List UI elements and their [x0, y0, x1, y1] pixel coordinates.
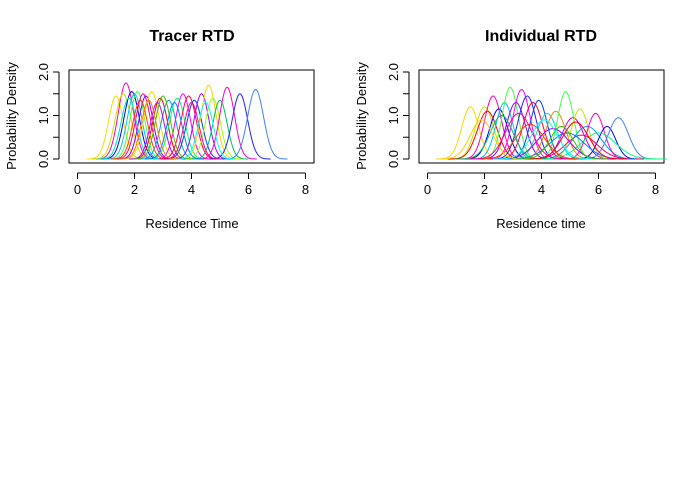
y-tick-label: 2.0 [386, 63, 401, 81]
density-curve [161, 101, 222, 160]
density-curve [178, 84, 239, 160]
density-curve [98, 97, 160, 160]
density-curve [197, 86, 257, 160]
density-curve [487, 88, 556, 160]
density-curve [515, 125, 608, 160]
x-tick-label: 2 [131, 182, 138, 197]
y-axis-label: Probability Density [4, 62, 19, 170]
density-curve [117, 95, 175, 160]
density-curve [171, 93, 232, 160]
density-curve [130, 97, 190, 160]
plot-frame [418, 69, 665, 164]
x-tick-label: 4 [188, 182, 195, 197]
density-curve [515, 110, 596, 160]
density-curve [493, 119, 596, 160]
x-tick-label: 4 [538, 182, 545, 197]
y-tick-label: 0.0 [36, 150, 51, 168]
y-tick-label: 1.0 [36, 106, 51, 124]
y-axis-label: Probability Density [354, 62, 369, 170]
density-curve [524, 121, 627, 160]
y-tick-label: 2.0 [36, 63, 51, 81]
x-tick-label: 8 [652, 182, 659, 197]
density-curve [95, 82, 157, 160]
density-curve [473, 123, 588, 160]
density-curve [119, 99, 179, 160]
individual-rtd-panel: Individual RTD 0 2 4 6 8 0.0 1.0 2.0 Residence… [354, 28, 667, 231]
y-axis: 0.0 1.0 2.0 [36, 63, 60, 168]
x-axis-label: Residence Time [145, 216, 238, 231]
curve-group [436, 86, 667, 160]
density-curve [530, 132, 667, 160]
x-tick-label: 2 [481, 182, 488, 197]
density-curve [163, 99, 226, 160]
density-curve [86, 95, 146, 160]
tracer-rtd-panel: Tracer RTD 0 2 4 6 8 0.0 1.0 2.0 Residence Tim… [4, 28, 315, 231]
y-tick-label: 0.0 [386, 150, 401, 168]
x-tick-label: 0 [74, 182, 81, 197]
y-axis: 0.0 1.0 2.0 [386, 63, 410, 168]
curve-group [86, 82, 288, 160]
density-curve [110, 99, 170, 160]
density-curve [144, 101, 205, 160]
x-tick-label: 0 [424, 182, 431, 197]
density-curve [137, 99, 200, 160]
density-curve [191, 99, 249, 160]
density-curve [467, 112, 570, 160]
density-curve [91, 93, 156, 160]
y-tick-label: 1.0 [386, 106, 401, 124]
density-curve [100, 91, 163, 160]
x-tick-label: 8 [302, 182, 309, 197]
x-tick-label: 6 [245, 182, 252, 197]
density-curve [209, 93, 271, 160]
plot-frame [68, 69, 315, 164]
density-curve [176, 101, 236, 160]
x-axis: 0 2 4 6 8 [424, 172, 659, 197]
density-curve [146, 97, 209, 160]
density-curve [153, 93, 213, 160]
density-curve [572, 125, 642, 160]
density-curve [133, 95, 193, 160]
x-axis-label: Residence time [496, 216, 586, 231]
x-axis: 0 2 4 6 8 [74, 172, 309, 197]
chart-title: Tracer RTD [149, 28, 234, 45]
density-curve [223, 88, 288, 160]
chart-title: Individual RTD [485, 28, 597, 45]
x-tick-label: 6 [595, 182, 602, 197]
density-curve [128, 101, 186, 160]
